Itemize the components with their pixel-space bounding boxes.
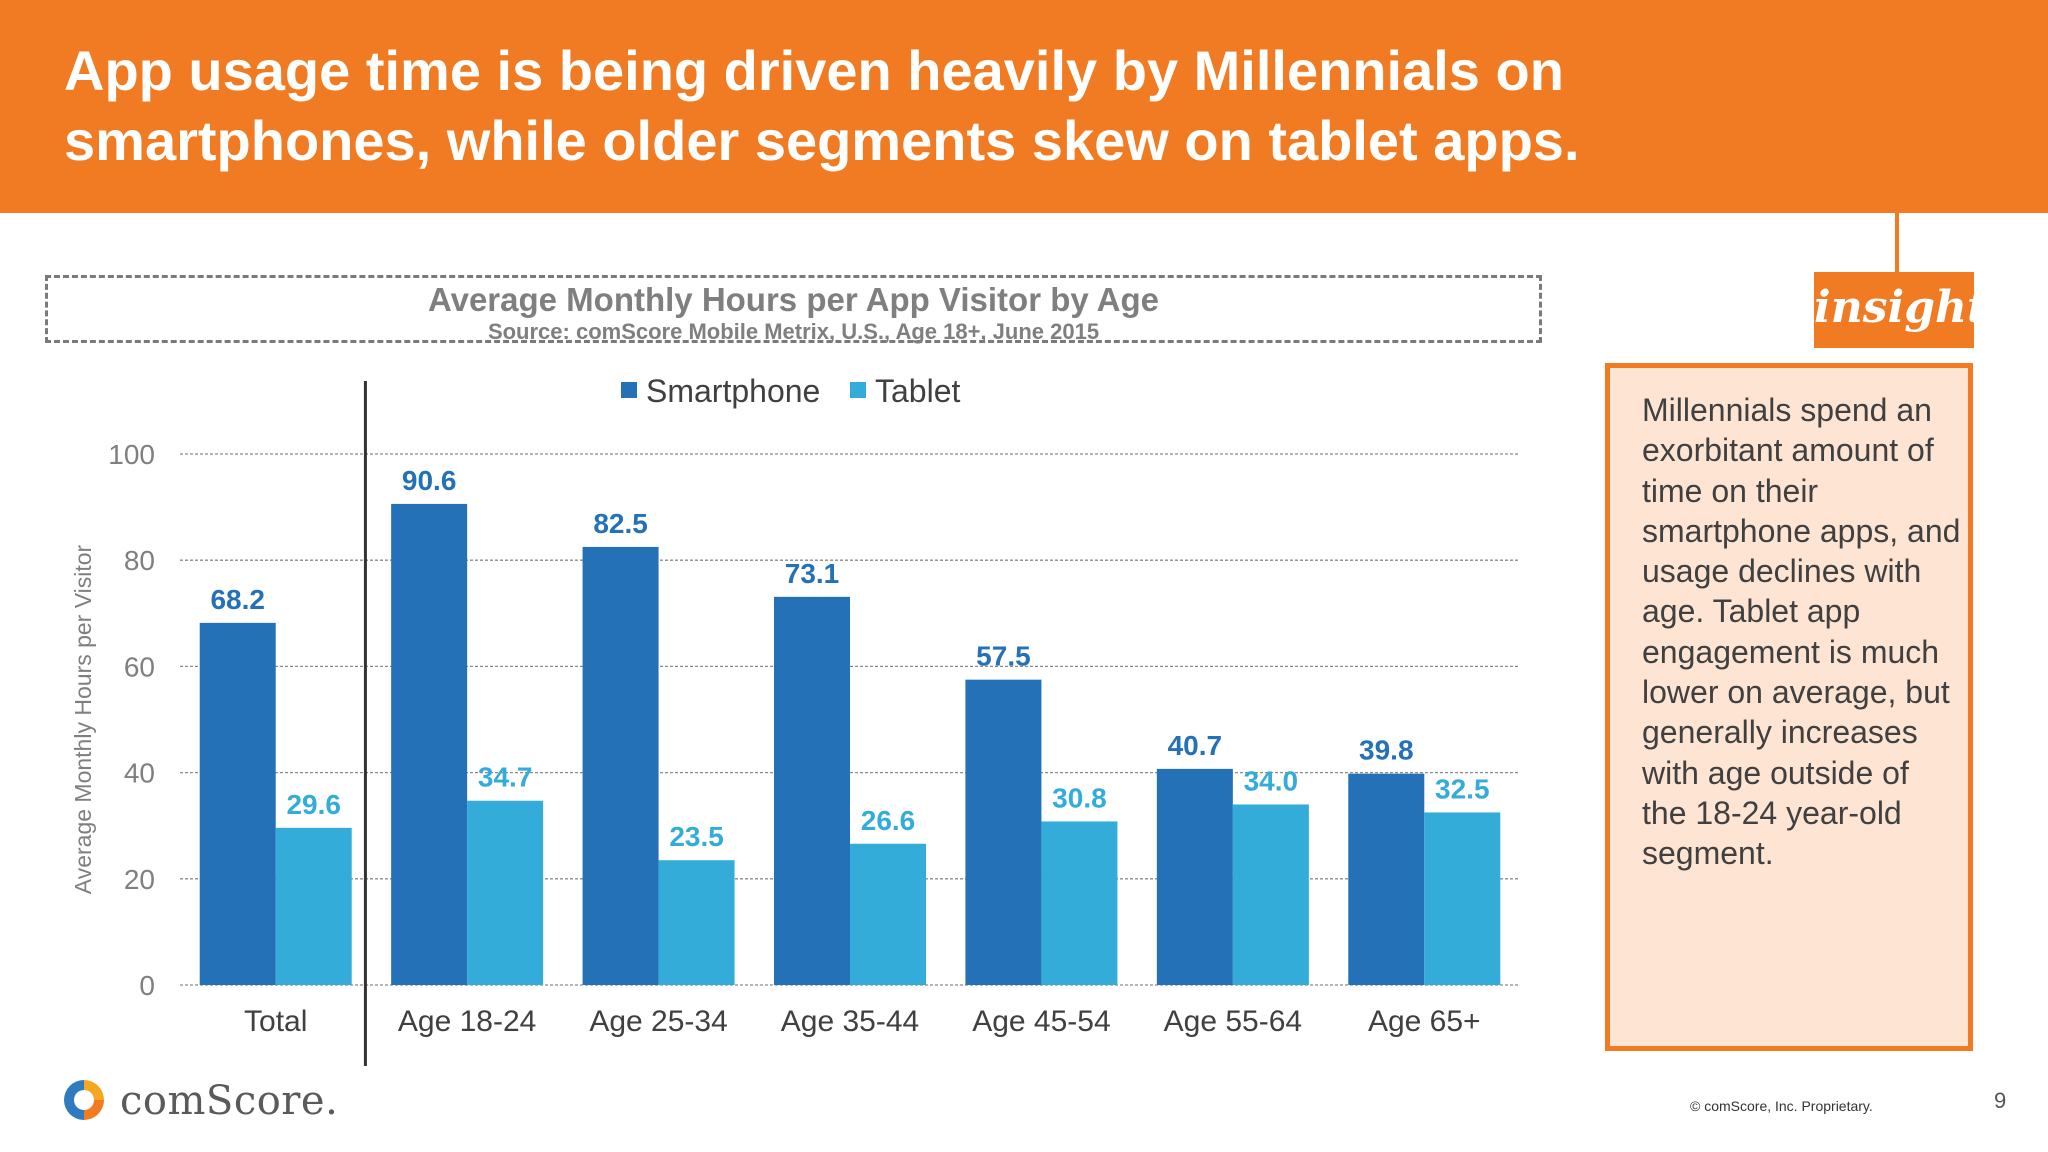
x-tick-label: Age 45-54	[972, 1005, 1110, 1038]
y-tick-label: 0	[139, 970, 155, 1001]
data-label-smartphone: 90.6	[402, 465, 457, 496]
y-axis-label: Average Monthly Hours per Visitor	[70, 544, 96, 894]
bar-tablet	[275, 827, 352, 985]
bar-smartphone	[391, 503, 468, 985]
data-label-tablet: 30.8	[1052, 782, 1107, 813]
y-tick-label: 40	[124, 758, 155, 789]
legend-label-tablet: Tablet	[875, 373, 961, 409]
bar-chart: 0 20 40 60 80 100 Average Monthly Hours per Vi…	[70, 373, 1520, 1066]
bar-tablet	[1232, 804, 1309, 985]
bar-tablet	[1424, 812, 1501, 985]
data-label-tablet: 26.6	[861, 805, 916, 836]
y-tick-label: 80	[124, 545, 155, 576]
insight-connector-line	[1895, 213, 1899, 273]
y-tick-label: 60	[124, 651, 155, 682]
chart-subtitle: Source: comScore Mobile Metrix, U.S., Ag…	[487, 319, 1100, 344]
data-label-smartphone: 73.1	[785, 558, 840, 589]
data-label-tablet: 34.0	[1244, 765, 1299, 796]
x-tick-label: Age 18-24	[398, 1005, 536, 1038]
x-tick-label: Total	[244, 1005, 307, 1038]
legend-label-smartphone: Smartphone	[646, 373, 820, 409]
data-label-tablet: 23.5	[669, 821, 724, 852]
bar-tablet	[467, 800, 544, 985]
legend-swatch-tablet	[850, 382, 866, 398]
data-label-smartphone: 68.2	[210, 584, 265, 615]
insight-tag: insight	[1814, 272, 1987, 348]
x-tick-label: Age 55-64	[1164, 1005, 1302, 1038]
bar-smartphone	[582, 546, 659, 985]
data-label-smartphone: 82.5	[593, 508, 648, 539]
bar-smartphone	[1156, 768, 1233, 985]
insight-text: Millennials spend an exorbitant amount o…	[1642, 392, 1961, 872]
bar-tablet	[1041, 821, 1118, 985]
legend-swatch-smartphone	[621, 382, 637, 398]
bar-smartphone	[965, 679, 1042, 985]
comscore-logo-icon	[64, 1080, 104, 1120]
bar-smartphone	[199, 622, 276, 985]
data-label-smartphone: 40.7	[1168, 730, 1223, 761]
x-tick-label: Age 65+	[1368, 1005, 1481, 1038]
bar-tablet	[850, 843, 926, 985]
data-label-smartphone: 39.8	[1359, 735, 1414, 766]
insight-box: Millennials spend an exorbitant amount o…	[1605, 363, 1973, 1051]
bar-tablet	[658, 860, 735, 985]
slide-title: App usage time is being driven heavily b…	[64, 39, 1580, 172]
comscore-logo-text: comScore.	[120, 1078, 339, 1124]
data-label-tablet: 29.6	[286, 789, 341, 820]
data-label-tablet: 32.5	[1435, 773, 1490, 804]
bar-smartphone	[774, 596, 850, 985]
data-label-smartphone: 57.5	[976, 641, 1031, 672]
x-tick-label: Age 25-34	[589, 1005, 727, 1038]
copyright: © comScore, Inc. Proprietary.	[1690, 1098, 1873, 1114]
bar-smartphone	[1348, 773, 1425, 985]
header-banner: App usage time is being driven heavily b…	[0, 0, 2048, 213]
data-label-tablet: 34.7	[478, 762, 533, 793]
y-tick-label: 20	[124, 864, 155, 895]
chart-title-box: Average Monthly Hours per App Visitor by…	[45, 275, 1542, 344]
comscore-logo: comScore.	[62, 1078, 342, 1124]
chart-title: Average Monthly Hours per App Visitor by…	[427, 281, 1159, 318]
x-tick-label: Age 35-44	[781, 1005, 919, 1038]
page-number: 9	[1994, 1088, 2007, 1113]
y-tick-label: 100	[108, 439, 155, 470]
